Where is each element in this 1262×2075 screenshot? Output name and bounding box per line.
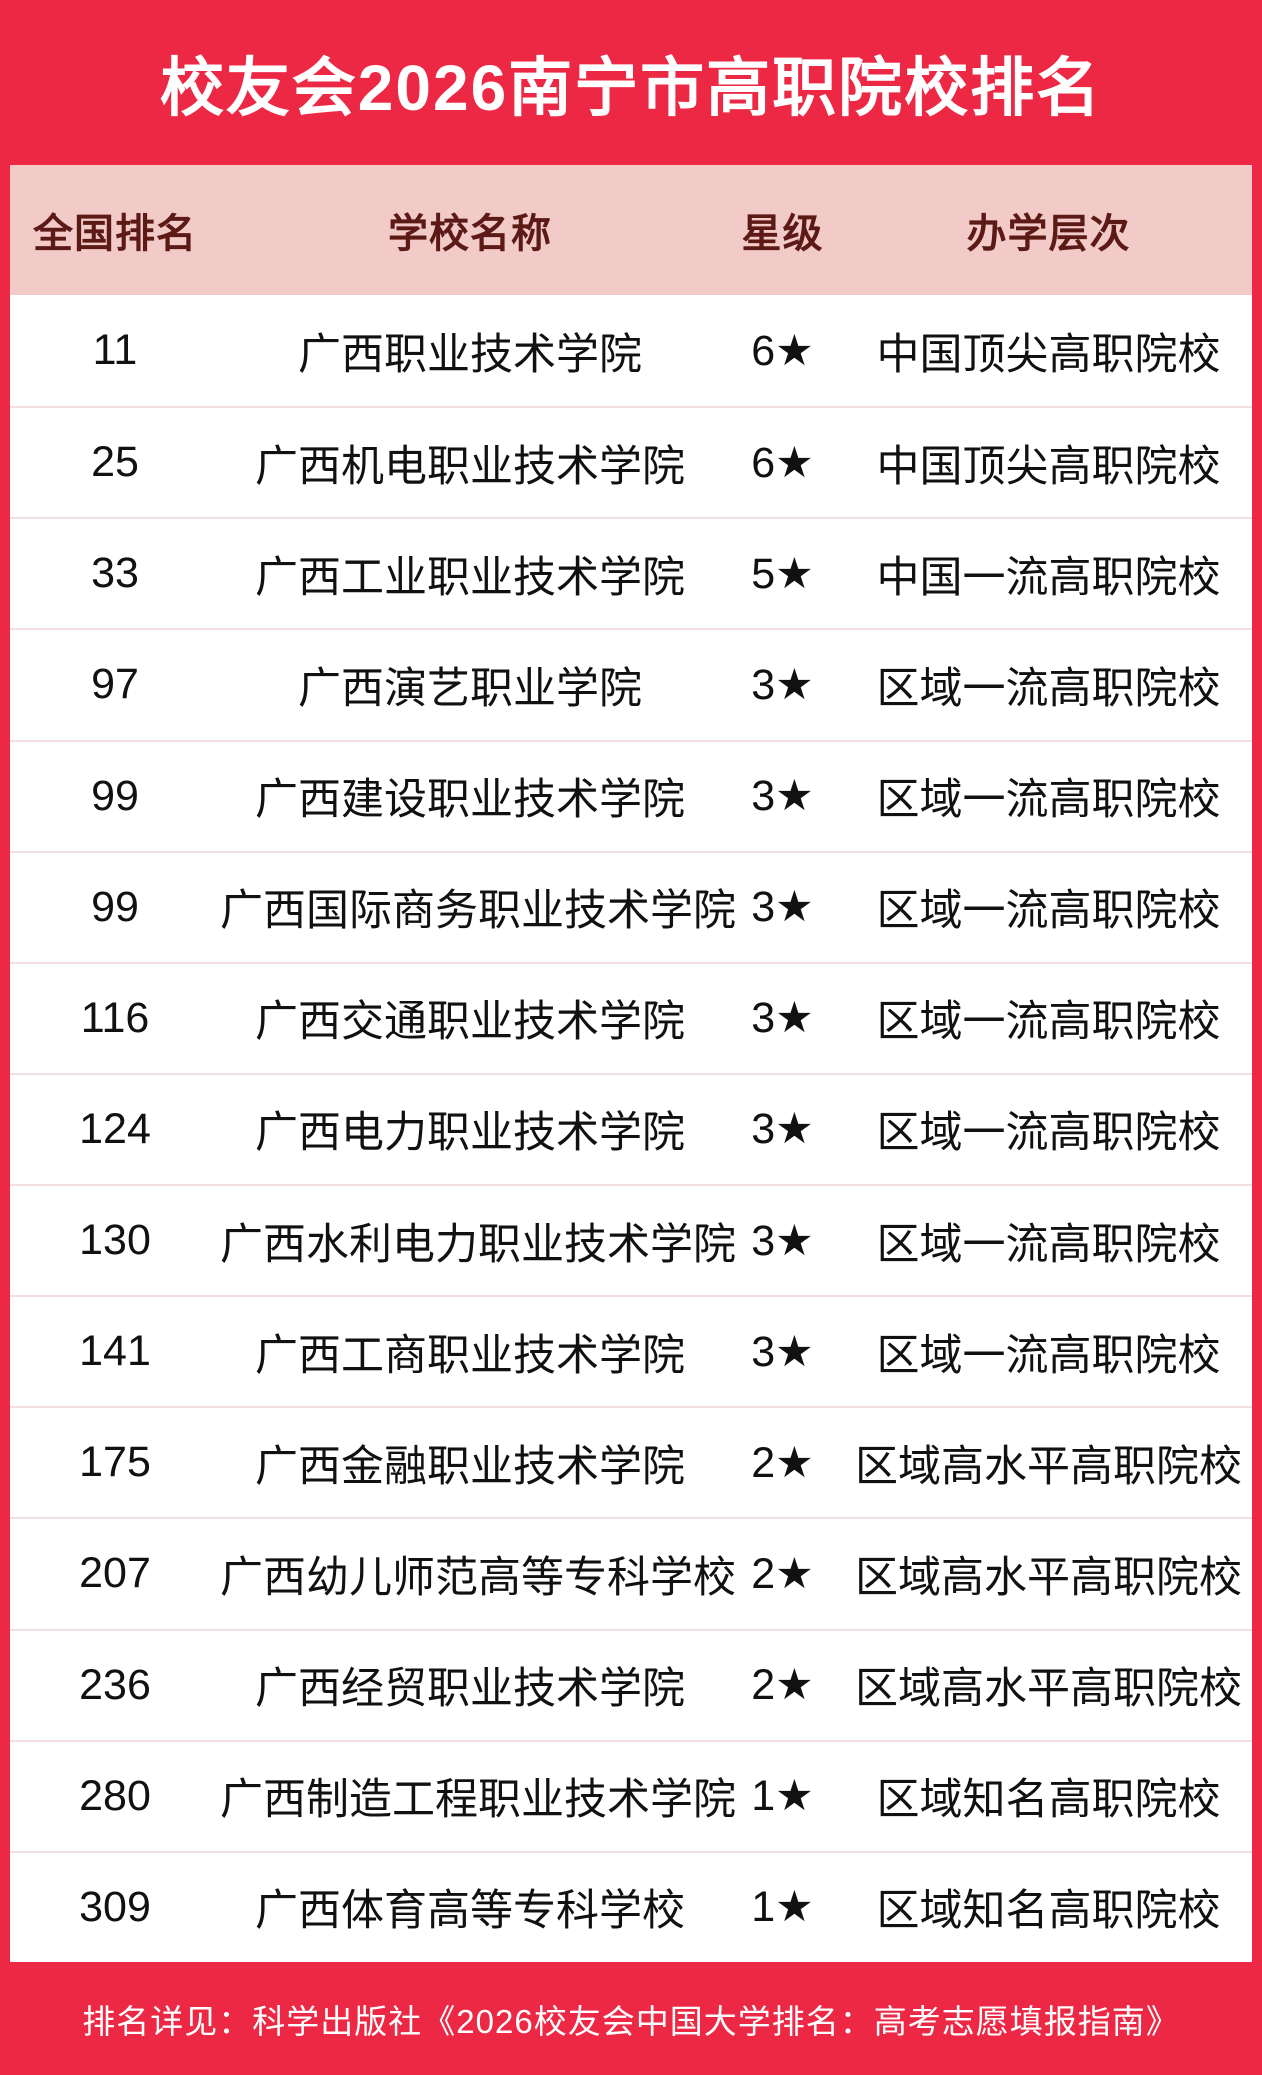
cell-star-rating: 3★: [751, 772, 814, 821]
table-row: 141 广西工商职业技术学院 3★ 区域一流高职院校: [10, 1295, 1252, 1406]
header-cell-national-rank: 全国排名: [33, 212, 197, 256]
cell-school-level: 中国顶尖高职院校: [876, 330, 1221, 379]
cell-national-rank: 25: [91, 438, 139, 487]
footer-banner: 排名详见：科学出版社《2026校友会中国大学排名：高考志愿填报指南》: [0, 1962, 1262, 2075]
cell-school-name: 广西机电职业技术学院: [255, 442, 685, 491]
cell-star-rating: 6★: [751, 326, 814, 375]
cell-star-rating: 2★: [751, 1661, 814, 1710]
cell-star-rating: 3★: [751, 1216, 814, 1265]
table-row: 25 广西机电职业技术学院 6★ 中国顶尖高职院校: [10, 406, 1252, 517]
cell-national-rank: 11: [92, 326, 138, 375]
cell-school-level: 中国一流高职院校: [876, 553, 1221, 602]
table-row: 99 广西国际商务职业技术学院 3★ 区域一流高职院校: [10, 850, 1252, 962]
cell-school-level: 区域知名高职院校: [876, 1776, 1221, 1825]
cell-national-rank: 33: [91, 549, 139, 598]
cell-school-name: 广西金融职业技术学院: [255, 1442, 685, 1491]
table-row: 309 广西体育高等专科学校 1★ 区域知名高职院校: [10, 1850, 1252, 1962]
cell-star-rating: 1★: [751, 1883, 814, 1932]
cell-school-name: 广西经贸职业技术学院: [255, 1665, 685, 1714]
cell-national-rank: 280: [79, 1771, 151, 1820]
page-title: 校友会2026南宁市高职院校排名: [159, 51, 1103, 124]
cell-school-name: 广西工业职业技术学院: [255, 553, 685, 602]
table-row: 280 广西制造工程职业技术学院 1★ 区域知名高职院校: [10, 1739, 1252, 1851]
ranking-table: 全国排名 学校名称 星级 办学层次 11 广西职业技术学院 6★ 中国顶尖高职院…: [10, 165, 1252, 1962]
cell-school-level: 区域高水平高职院校: [855, 1553, 1242, 1602]
cell-national-rank: 175: [79, 1438, 151, 1487]
table-row: 11 广西职业技术学院 6★ 中国顶尖高职院校: [10, 295, 1252, 406]
cell-star-rating: 3★: [751, 994, 814, 1043]
table-row: 99 广西建设职业技术学院 3★ 区域一流高职院校: [10, 739, 1252, 851]
cell-school-level: 区域一流高职院校: [876, 1220, 1221, 1269]
table-header-row: 全国排名 学校名称 星级 办学层次: [10, 165, 1252, 295]
cell-school-level: 区域一流高职院校: [876, 776, 1221, 825]
table-row: 124 广西电力职业技术学院 3★ 区域一流高职院校: [10, 1072, 1252, 1184]
cell-school-name: 广西交通职业技术学院: [255, 998, 685, 1047]
cell-star-rating: 3★: [751, 1105, 814, 1154]
table-row: 97 广西演艺职业学院 3★ 区域一流高职院校: [10, 628, 1252, 739]
cell-school-name: 广西电力职业技术学院: [255, 1109, 685, 1158]
cell-star-rating: 3★: [751, 1327, 814, 1376]
cell-school-level: 区域高水平高职院校: [855, 1442, 1242, 1491]
cell-national-rank: 309: [79, 1882, 151, 1931]
table-row: 130 广西水利电力职业技术学院 3★ 区域一流高职院校: [10, 1184, 1252, 1295]
table-body: 11 广西职业技术学院 6★ 中国顶尖高职院校 25 广西机电职业技术学院 6★…: [10, 295, 1252, 1962]
cell-national-rank: 99: [91, 771, 139, 820]
cell-national-rank: 207: [79, 1549, 151, 1598]
cell-school-level: 区域一流高职院校: [876, 1331, 1221, 1380]
footer-note: 排名详见：科学出版社《2026校友会中国大学排名：高考志愿填报指南》: [82, 2002, 1180, 2040]
table-row: 33 广西工业职业技术学院 5★ 中国一流高职院校: [10, 517, 1252, 628]
cell-school-name: 广西建设职业技术学院: [255, 776, 685, 825]
table-row: 236 广西经贸职业技术学院 2★ 区域高水平高职院校: [10, 1628, 1252, 1740]
cell-school-level: 区域一流高职院校: [876, 998, 1221, 1047]
cell-school-level: 区域一流高职院校: [876, 887, 1221, 936]
cell-star-rating: 3★: [751, 883, 814, 932]
cell-national-rank: 141: [79, 1327, 151, 1376]
cell-school-level: 区域知名高职院校: [876, 1887, 1221, 1936]
cell-national-rank: 236: [79, 1660, 151, 1709]
cell-school-level: 区域一流高职院校: [876, 664, 1221, 713]
cell-national-rank: 116: [80, 993, 150, 1042]
cell-school-name: 广西演艺职业学院: [298, 664, 642, 713]
cell-school-name: 广西水利电力职业技术学院: [220, 1220, 736, 1269]
cell-star-rating: 3★: [751, 660, 814, 709]
table-row: 207 广西幼儿师范高等专科学校 2★ 区域高水平高职院校: [10, 1517, 1252, 1628]
header-cell-school-name: 学校名称: [388, 212, 552, 256]
cell-school-level: 区域高水平高职院校: [855, 1665, 1242, 1714]
header-cell-star-rating: 星级: [741, 212, 824, 256]
cell-school-level: 区域一流高职院校: [876, 1109, 1221, 1158]
cell-school-level: 中国顶尖高职院校: [876, 442, 1221, 491]
cell-star-rating: 2★: [751, 1549, 814, 1598]
title-banner: 校友会2026南宁市高职院校排名: [0, 0, 1262, 165]
cell-national-rank: 124: [79, 1104, 151, 1153]
cell-national-rank: 99: [91, 882, 139, 931]
cell-school-name: 广西工商职业技术学院: [255, 1331, 685, 1380]
cell-national-rank: 130: [79, 1216, 151, 1265]
table-row: 116 广西交通职业技术学院 3★ 区域一流高职院校: [10, 961, 1252, 1073]
cell-school-name: 广西职业技术学院: [298, 330, 642, 379]
cell-school-name: 广西制造工程职业技术学院: [220, 1776, 736, 1825]
cell-star-rating: 2★: [751, 1438, 814, 1487]
cell-school-name: 广西体育高等专科学校: [255, 1887, 685, 1936]
cell-school-name: 广西幼儿师范高等专科学校: [220, 1553, 736, 1602]
cell-star-rating: 5★: [751, 549, 814, 598]
cell-national-rank: 97: [91, 660, 139, 709]
cell-star-rating: 6★: [751, 438, 814, 487]
cell-school-name: 广西国际商务职业技术学院: [220, 887, 736, 936]
header-cell-school-level: 办学层次: [966, 212, 1131, 256]
cell-star-rating: 1★: [751, 1772, 814, 1821]
table-row: 175 广西金融职业技术学院 2★ 区域高水平高职院校: [10, 1406, 1252, 1517]
